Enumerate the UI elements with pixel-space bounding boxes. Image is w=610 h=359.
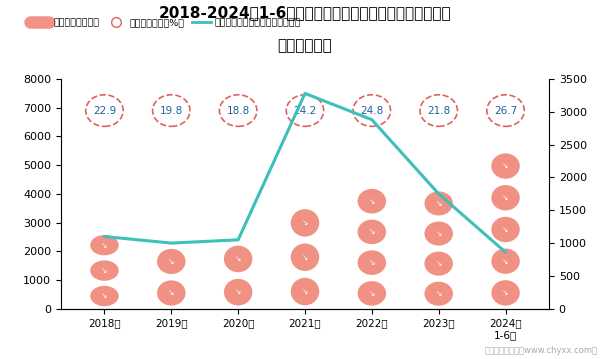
- Text: ↘: ↘: [235, 288, 242, 297]
- Text: ↘: ↘: [302, 253, 308, 262]
- Ellipse shape: [357, 189, 386, 214]
- Text: 26.7: 26.7: [494, 106, 517, 116]
- Ellipse shape: [425, 222, 453, 246]
- Text: ↘: ↘: [503, 193, 509, 202]
- Bar: [354, 186, 389, 309]
- Bar: [488, 150, 523, 309]
- Ellipse shape: [425, 191, 453, 215]
- Text: ↘: ↘: [503, 257, 509, 266]
- Text: 21.8: 21.8: [427, 106, 450, 116]
- Text: 2018-2024年1-6月电力、热力、燃气及水生产和供应业亏: 2018-2024年1-6月电力、热力、燃气及水生产和供应业亏: [159, 5, 451, 20]
- Text: ↘: ↘: [436, 259, 442, 268]
- Text: ↘: ↘: [503, 162, 509, 171]
- Text: ↘: ↘: [368, 289, 375, 298]
- Ellipse shape: [491, 280, 520, 306]
- Text: ↘: ↘: [436, 199, 442, 208]
- Text: 24.2: 24.2: [293, 106, 317, 116]
- Ellipse shape: [357, 281, 386, 306]
- Ellipse shape: [491, 185, 520, 210]
- Ellipse shape: [425, 252, 453, 276]
- Text: ↘: ↘: [368, 258, 375, 267]
- Text: 24.8: 24.8: [361, 106, 384, 116]
- Text: 18.8: 18.8: [226, 106, 249, 116]
- Ellipse shape: [491, 217, 520, 242]
- Bar: [221, 242, 256, 309]
- Text: ↘: ↘: [235, 255, 242, 264]
- Ellipse shape: [90, 286, 119, 306]
- Text: ↘: ↘: [368, 227, 375, 237]
- Text: ↘: ↘: [302, 287, 308, 296]
- Text: ↘: ↘: [368, 197, 375, 206]
- Ellipse shape: [491, 153, 520, 179]
- Text: ↘: ↘: [302, 218, 308, 227]
- Text: 22.9: 22.9: [93, 106, 116, 116]
- Text: ↘: ↘: [101, 241, 107, 250]
- Ellipse shape: [157, 249, 185, 274]
- Text: ↘: ↘: [168, 289, 174, 298]
- Text: ↘: ↘: [101, 292, 107, 300]
- Bar: [422, 188, 456, 309]
- Bar: [87, 233, 122, 309]
- Text: 制图：智研咋询（www.chyxx.com）: 制图：智研咋询（www.chyxx.com）: [485, 346, 598, 355]
- Text: ↘: ↘: [436, 229, 442, 238]
- Text: ↘: ↘: [101, 266, 107, 275]
- Ellipse shape: [224, 246, 253, 272]
- Ellipse shape: [157, 280, 185, 306]
- Text: ↘: ↘: [503, 225, 509, 234]
- Text: 损企业统计图: 损企业统计图: [278, 38, 332, 53]
- Text: 19.8: 19.8: [160, 106, 183, 116]
- Legend: 亏损企业数（个）, 亏损企业占比（%）, 亏损企业亏损总额累计值（亿元）: 亏损企业数（个）, 亏损企业占比（%）, 亏损企业亏损总额累计值（亿元）: [27, 15, 304, 31]
- Text: ↘: ↘: [168, 257, 174, 266]
- Ellipse shape: [291, 278, 319, 305]
- Bar: [288, 206, 322, 309]
- Ellipse shape: [425, 282, 453, 306]
- Ellipse shape: [224, 279, 253, 306]
- Ellipse shape: [291, 243, 319, 271]
- Ellipse shape: [357, 250, 386, 275]
- Ellipse shape: [291, 209, 319, 237]
- Ellipse shape: [491, 248, 520, 274]
- Text: ↘: ↘: [503, 288, 509, 297]
- Ellipse shape: [90, 235, 119, 255]
- Bar: [154, 246, 188, 309]
- Ellipse shape: [90, 260, 119, 281]
- Text: ↘: ↘: [436, 289, 442, 298]
- Ellipse shape: [357, 220, 386, 244]
